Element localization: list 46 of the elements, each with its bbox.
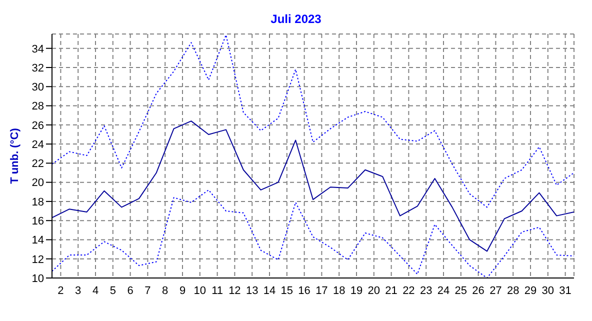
y-tick-label: 12 [32, 254, 44, 266]
x-tick-label: 31 [559, 284, 572, 297]
x-tick-label: 27 [490, 284, 502, 297]
x-tick-label: 15 [280, 284, 294, 297]
line-series [52, 120, 574, 252]
x-tick-label: 17 [316, 284, 328, 297]
x-tick-label: 21 [385, 284, 398, 297]
x-tick-label: 12 [228, 284, 241, 297]
x-tick-label: 22 [402, 284, 415, 297]
y-tick-label: 16 [32, 215, 44, 228]
x-tick-label: 10 [194, 284, 206, 297]
y-tick-label: 22 [32, 158, 44, 170]
x-tick-label: 18 [332, 284, 346, 297]
x-tick-label: 4 [92, 284, 99, 297]
chart-title: Juli 2023 [270, 12, 322, 26]
x-tick-label: 29 [524, 284, 537, 297]
x-tick-label: 14 [263, 284, 276, 297]
y-tick-label: 26 [32, 120, 44, 132]
x-tick-label: 8 [162, 284, 168, 297]
y-tick-label: 20 [32, 177, 44, 190]
y-tick-label: 32 [32, 62, 44, 74]
x-tick-label: 19 [350, 284, 363, 297]
x-tick-label: 30 [542, 284, 554, 297]
x-tick-label: 28 [506, 284, 520, 297]
x-tick-label: 7 [144, 284, 151, 297]
x-tick-label: 25 [454, 284, 468, 297]
x-tick-label: 6 [127, 284, 134, 297]
x-tick-label: 23 [420, 284, 432, 297]
x-tick-label: 13 [246, 284, 258, 297]
y-tick-label: 28 [32, 100, 44, 113]
y-tick-label: 24 [32, 138, 44, 151]
y-tick-label: 18 [32, 196, 44, 208]
x-tick-label: 2 [58, 284, 64, 297]
x-tick-label: 20 [368, 284, 380, 297]
x-tick-label: 26 [472, 284, 484, 297]
x-tick-label: 11 [212, 284, 224, 297]
y-tick-label: 14 [32, 234, 44, 247]
x-tick-label: 24 [437, 284, 450, 297]
x-tick-label: 16 [298, 284, 310, 297]
y-tick-label: 10 [32, 272, 44, 285]
y-tick-label: 30 [32, 82, 44, 94]
x-tick-label: 9 [179, 284, 186, 297]
y-axis-title: T unb. (°C) [8, 128, 21, 184]
x-tick-label: 3 [75, 284, 82, 297]
x-tick-label: 5 [110, 284, 116, 297]
y-tick-label: 34 [32, 43, 44, 56]
